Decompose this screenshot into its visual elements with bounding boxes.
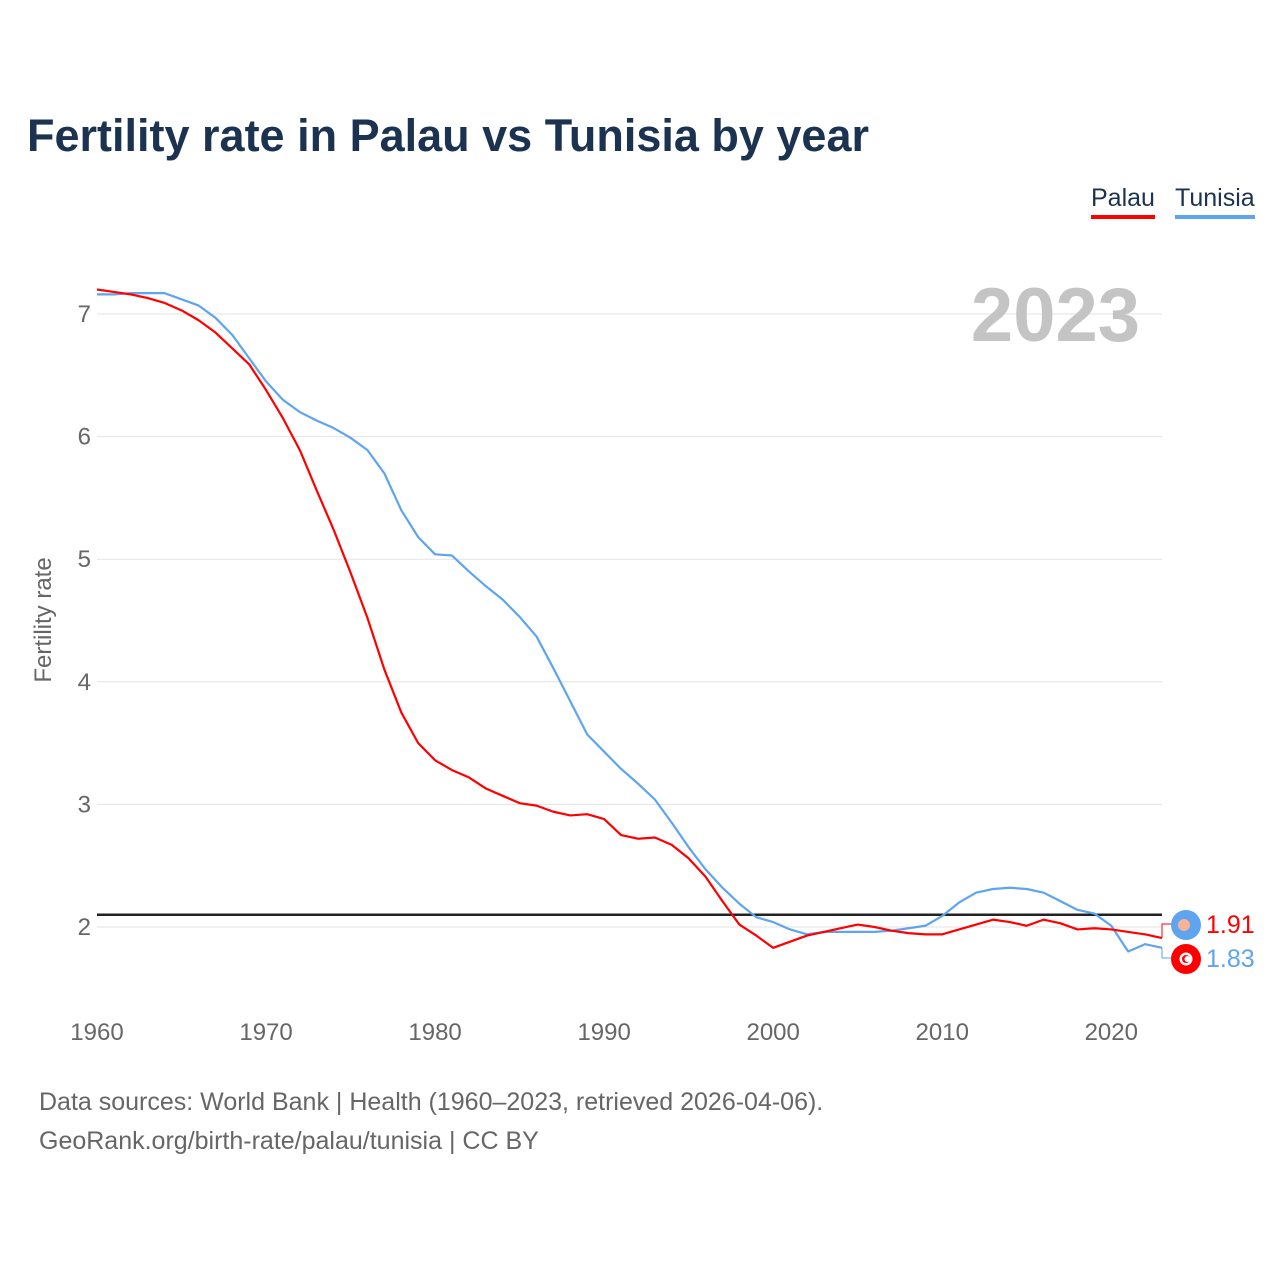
palau-flag-disc — [1178, 919, 1190, 931]
y-axis-label: Fertility rate — [30, 557, 57, 682]
y-tick-label: 3 — [78, 791, 91, 818]
x-tick-label: 1990 — [577, 1019, 630, 1046]
y-tick-label: 6 — [78, 424, 91, 451]
footer-sources: Data sources: World Bank | Health (1960–… — [39, 1088, 824, 1116]
end-value-label-tunisia: 1.83 — [1206, 945, 1255, 973]
y-tick-label: 5 — [78, 546, 91, 573]
x-tick-label: 1960 — [70, 1019, 123, 1046]
x-tick-label: 1980 — [408, 1019, 461, 1046]
series-line-palau — [96, 288, 1163, 949]
x-tick-label: 1970 — [239, 1019, 292, 1046]
end-connector — [1161, 947, 1172, 959]
y-tick-label: 2 — [78, 914, 91, 941]
year-watermark: 2023 — [971, 273, 1140, 358]
end-value-label-palau: 1.91 — [1206, 911, 1255, 939]
legend-tunisia[interactable]: Tunisia — [1175, 184, 1255, 219]
legend-palau[interactable]: Palau — [1091, 184, 1155, 219]
y-tick-label: 7 — [78, 301, 91, 328]
tunisia-flag-crescent-cut — [1184, 956, 1191, 962]
x-tick-label: 2020 — [1085, 1019, 1138, 1046]
footer-link[interactable]: GeoRank.org/birth-rate/palau/tunisia | C… — [39, 1127, 539, 1155]
x-tick-label: 2010 — [916, 1019, 969, 1046]
chart-title: Fertility rate in Palau vs Tunisia by ye… — [27, 110, 869, 161]
end-connector — [1161, 923, 1172, 939]
y-tick-label: 4 — [78, 669, 91, 696]
series-line-tunisia — [97, 292, 1163, 953]
x-tick-label: 2000 — [746, 1019, 799, 1046]
